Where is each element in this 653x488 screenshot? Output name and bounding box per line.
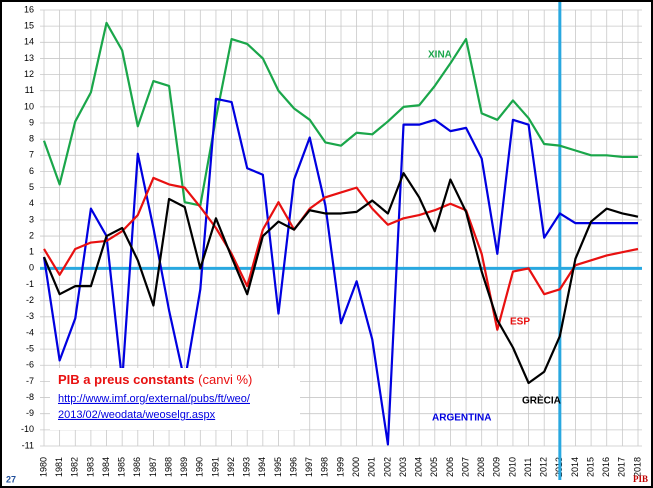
title-box — [50, 368, 300, 430]
source-link[interactable]: http://www.imf.org/external/pubs/ft/weo/ — [58, 393, 251, 405]
x-tick-label: 1988 — [163, 457, 173, 477]
x-tick-label: 1992 — [226, 457, 236, 477]
y-tick-label: 13 — [24, 53, 34, 63]
x-tick-label: 2015 — [585, 457, 595, 477]
y-tick-label: -10 — [21, 424, 34, 434]
x-tick-label: 2012 — [539, 457, 549, 477]
series-label: ARGENTINA — [432, 413, 491, 424]
x-tick-label: 2010 — [507, 457, 517, 477]
x-tick-label: 2014 — [570, 457, 580, 477]
y-tick-label: -1 — [26, 279, 34, 289]
title-text: PIB a preus constants — [58, 372, 195, 387]
x-tick-label: 2001 — [367, 457, 377, 477]
y-tick-label: 8 — [29, 134, 34, 144]
y-tick-label: 16 — [24, 4, 34, 14]
x-tick-label: 1990 — [195, 457, 205, 477]
x-tick-label: 2009 — [492, 457, 502, 477]
y-tick-label: 5 — [29, 182, 34, 192]
y-tick-label: 11 — [25, 85, 34, 95]
x-tick-label: 1993 — [242, 457, 252, 477]
x-tick-label: 1997 — [304, 457, 314, 477]
x-tick-label: 1986 — [132, 457, 142, 477]
x-tick-label: 1981 — [54, 457, 64, 477]
x-tick-label: 1985 — [117, 457, 127, 477]
x-tick-label: 2011 — [523, 458, 533, 477]
y-tick-label: 7 — [29, 150, 34, 160]
footer-label: PIB — [633, 474, 648, 484]
y-tick-label: -7 — [26, 376, 34, 386]
x-tick-label: 1987 — [148, 457, 158, 477]
x-tick-label: 2002 — [382, 457, 392, 477]
y-tick-label: 6 — [29, 166, 34, 176]
y-tick-label: 15 — [24, 21, 34, 31]
y-tick-label: 1 — [29, 247, 34, 257]
x-tick-label: 1983 — [85, 457, 95, 477]
series-label: XINA — [428, 50, 452, 61]
y-tick-label: 9 — [29, 117, 34, 127]
x-tick-label: 2018 — [632, 457, 642, 477]
y-tick-label: -3 — [26, 311, 34, 321]
x-tick-label: 2006 — [445, 457, 455, 477]
y-tick-label: 10 — [24, 101, 34, 111]
series-label: ESP — [510, 317, 530, 328]
x-tick-label: 1991 — [210, 457, 220, 477]
y-tick-label: -8 — [26, 392, 34, 402]
series-line — [43, 176, 639, 331]
source-link[interactable]: 2013/02/weodata/weoselgr.aspx — [58, 409, 216, 421]
x-tick-label: 2008 — [476, 457, 486, 477]
series-label: GRÈCIA — [522, 394, 561, 407]
x-tick-label: 2017 — [617, 457, 627, 477]
y-tick-label: -5 — [26, 343, 34, 353]
x-tick-label: 2003 — [398, 457, 408, 477]
y-tick-label: -11 — [22, 440, 34, 450]
series-line — [42, 97, 638, 446]
x-tick-label: 1984 — [101, 457, 111, 477]
series-line — [42, 171, 639, 385]
x-tick-label: 1995 — [273, 457, 283, 477]
x-tick-label: 1980 — [38, 457, 48, 477]
x-tick-label: 1989 — [179, 457, 189, 477]
y-tick-label: 0 — [29, 263, 34, 273]
y-tick-label: 12 — [24, 69, 34, 79]
x-tick-label: 1982 — [70, 457, 80, 477]
x-tick-label: 2016 — [601, 457, 611, 477]
y-tick-label: 4 — [29, 198, 34, 208]
y-tick-label: -6 — [26, 360, 34, 370]
x-tick-label: 2000 — [351, 457, 361, 477]
series-line — [42, 21, 638, 207]
y-tick-label: -2 — [26, 295, 34, 305]
page-number: 27 — [6, 474, 16, 484]
y-tick-label: -9 — [26, 408, 34, 418]
x-tick-label: 2007 — [460, 457, 470, 477]
x-tick-label: 2005 — [429, 457, 439, 477]
x-tick-label: 1998 — [320, 457, 330, 477]
y-tick-label: 14 — [24, 37, 34, 47]
y-tick-label: -4 — [26, 327, 34, 337]
y-tick-label: 3 — [29, 214, 34, 224]
x-tick-label: 1994 — [257, 457, 267, 477]
chart-title: PIB a preus constants (canvi %) — [58, 372, 252, 387]
x-tick-label: 2004 — [414, 457, 424, 477]
x-tick-label: 1999 — [335, 457, 345, 477]
subtitle: (canvi %) — [198, 372, 252, 387]
x-tick-label: 1996 — [288, 457, 298, 477]
y-tick-label: 2 — [29, 230, 34, 240]
